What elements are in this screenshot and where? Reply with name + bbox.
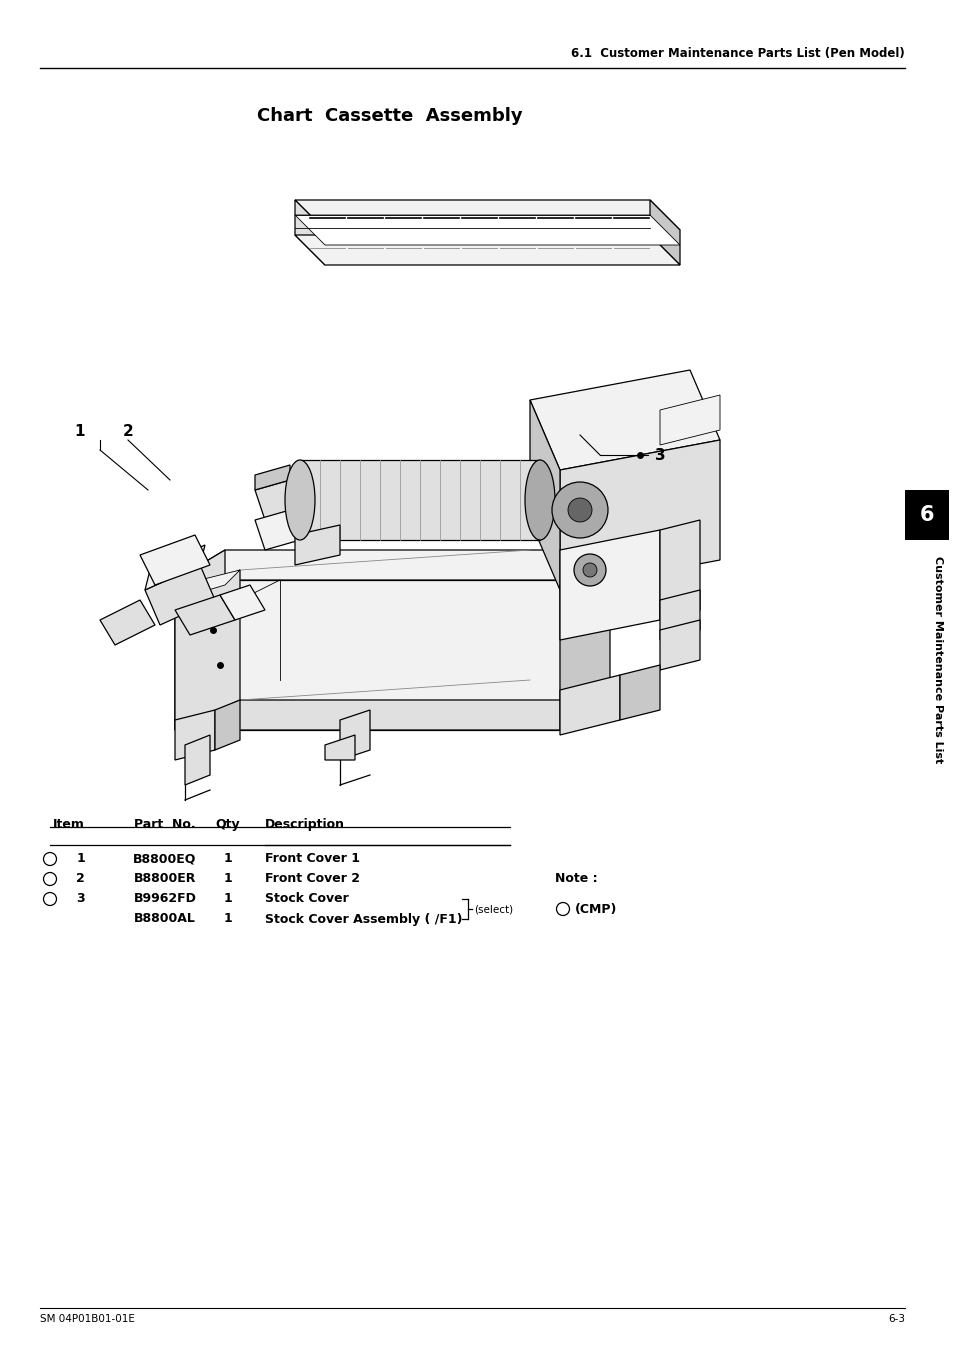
Text: 6.1  Customer Maintenance Parts List (Pen Model): 6.1 Customer Maintenance Parts List (Pen… [571,47,904,59]
Text: 1: 1 [223,852,233,866]
Text: Front Cover 2: Front Cover 2 [265,873,359,885]
Polygon shape [174,570,240,730]
Text: Stock Cover Assembly ( /F1): Stock Cover Assembly ( /F1) [265,912,462,925]
Polygon shape [254,465,290,490]
Polygon shape [659,394,720,444]
Text: Stock Cover: Stock Cover [265,893,349,905]
Circle shape [582,563,597,577]
Polygon shape [185,735,210,785]
Text: Item: Item [53,817,85,831]
Text: 3: 3 [655,447,665,462]
Text: B8800EQ: B8800EQ [133,852,196,866]
Ellipse shape [524,459,555,540]
Polygon shape [659,620,700,670]
Polygon shape [659,520,700,620]
Text: SM 04P01B01-01E: SM 04P01B01-01E [40,1315,134,1324]
Polygon shape [254,509,299,550]
Polygon shape [145,544,205,590]
Text: (select): (select) [474,904,513,915]
Text: 6: 6 [919,505,933,526]
Bar [904,490,948,540]
Text: 1: 1 [223,893,233,905]
Text: 1: 1 [74,424,85,439]
Polygon shape [619,665,659,720]
Text: 6-3: 6-3 [887,1315,904,1324]
Polygon shape [294,200,679,230]
Polygon shape [174,550,225,730]
Polygon shape [254,480,299,520]
Polygon shape [659,590,700,640]
Polygon shape [559,530,659,640]
Polygon shape [339,711,370,761]
Polygon shape [140,535,210,585]
Text: Part  No.: Part No. [134,817,195,831]
Text: B8800AL: B8800AL [134,912,195,925]
Polygon shape [214,700,240,750]
Polygon shape [299,459,539,540]
Polygon shape [559,676,619,735]
Polygon shape [174,594,234,635]
Polygon shape [559,550,609,730]
Text: B9962FD: B9962FD [133,893,196,905]
Circle shape [567,499,592,521]
Ellipse shape [285,459,314,540]
Polygon shape [294,235,679,265]
Text: 1: 1 [223,873,233,885]
Polygon shape [174,711,214,761]
Polygon shape [174,550,609,580]
Polygon shape [294,215,679,245]
Circle shape [552,482,607,538]
Text: Front Cover 1: Front Cover 1 [265,852,359,866]
Polygon shape [174,570,240,600]
Polygon shape [325,735,355,761]
Circle shape [574,554,605,586]
Text: Customer Maintenance Parts List: Customer Maintenance Parts List [932,557,942,763]
Text: 3: 3 [76,893,85,905]
Text: B8800ER: B8800ER [133,873,196,885]
Text: Description: Description [265,817,345,831]
Text: 2: 2 [123,424,133,439]
Polygon shape [530,370,720,470]
Polygon shape [174,700,609,730]
Text: 2: 2 [76,873,85,885]
Text: Chart  Cassette  Assembly: Chart Cassette Assembly [257,107,522,126]
Text: Note :: Note : [555,873,597,885]
Text: 1: 1 [76,852,85,866]
Text: 1: 1 [223,912,233,925]
Polygon shape [649,200,679,265]
Polygon shape [174,580,559,730]
Polygon shape [294,526,339,565]
Polygon shape [145,565,214,626]
Polygon shape [294,200,325,265]
Text: Qty: Qty [215,817,240,831]
Polygon shape [220,585,265,620]
Polygon shape [100,600,154,644]
Polygon shape [559,440,720,590]
Polygon shape [530,400,559,590]
Text: (CMP): (CMP) [575,902,617,916]
